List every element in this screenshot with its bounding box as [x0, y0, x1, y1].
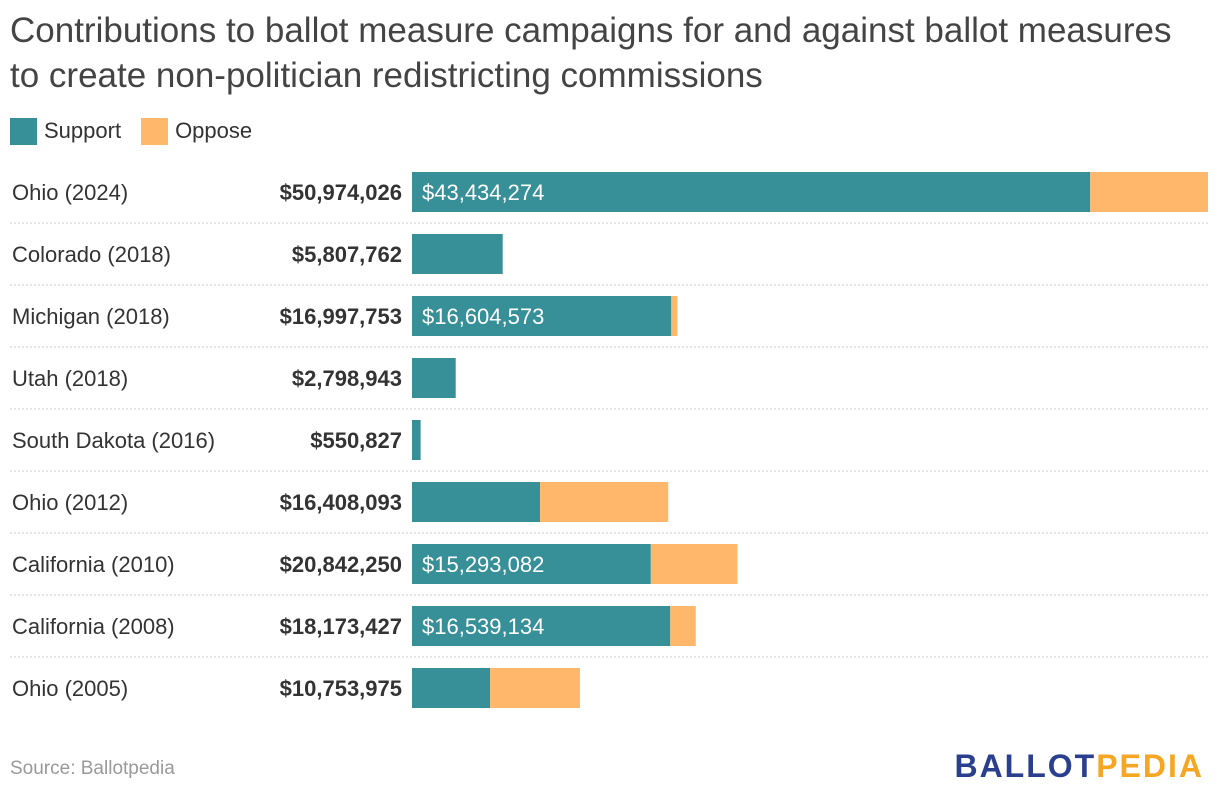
oppose-bar	[670, 606, 696, 646]
legend-swatch-oppose	[141, 117, 169, 145]
support-bar	[412, 296, 672, 336]
oppose-bar	[650, 544, 738, 584]
row-label: South Dakota (2016)	[12, 428, 215, 453]
legend-label-support: Support	[44, 118, 122, 143]
support-bar	[412, 358, 456, 398]
support-bar	[412, 420, 421, 460]
chart-title: Contributions to ballot measure campaign…	[10, 11, 1172, 95]
ballotpedia-logo: BALLOTPEDIA	[954, 748, 1204, 785]
row-label: Ohio (2024)	[12, 180, 128, 205]
legend-item-support: Support	[10, 117, 122, 145]
support-bar	[412, 482, 541, 522]
total-label: $10,753,975	[280, 676, 402, 701]
row-label: Michigan (2018)	[12, 304, 170, 329]
row-label: Colorado (2018)	[12, 242, 171, 267]
legend-swatch-support	[10, 117, 37, 145]
row-label: Ohio (2012)	[12, 490, 128, 515]
support-value-label: $15,293,082	[422, 552, 544, 577]
support-value-label: $16,539,134	[422, 614, 544, 639]
logo-part-2: PEDIA	[1096, 748, 1204, 784]
row-label: Ohio (2005)	[12, 676, 128, 701]
total-label: $50,974,026	[280, 180, 402, 205]
total-label: $16,997,753	[280, 304, 402, 329]
logo-part-1: BALLOT	[954, 748, 1097, 784]
chart-legend: Support Oppose	[10, 116, 272, 146]
row-label: California (2008)	[12, 614, 175, 639]
support-value-label: $16,604,573	[422, 304, 544, 329]
support-bar	[412, 606, 671, 646]
oppose-bar	[1090, 172, 1208, 212]
support-bar	[412, 668, 491, 708]
support-bar	[412, 544, 651, 584]
bar-chart: Ohio (2024) $50,974,026 $43,434,274 Colorad…	[10, 172, 1208, 708]
row-label: California (2010)	[12, 552, 175, 577]
support-bar	[412, 234, 503, 274]
legend-item-oppose: Oppose	[141, 117, 253, 145]
total-label: $2,798,943	[292, 366, 402, 391]
oppose-bar	[490, 668, 580, 708]
total-label: $16,408,093	[280, 490, 402, 515]
total-label: $18,173,427	[280, 614, 402, 639]
total-label: $20,842,250	[280, 552, 402, 577]
total-label: $5,807,762	[292, 242, 402, 267]
oppose-bar	[540, 482, 669, 522]
legend-label-oppose: Oppose	[175, 118, 253, 143]
support-value-label: $43,434,274	[422, 180, 544, 205]
source-note: Source: Ballotpedia	[10, 758, 175, 779]
total-label: $550,827	[310, 428, 402, 453]
oppose-bar	[671, 296, 678, 336]
row-label: Utah (2018)	[12, 366, 128, 391]
support-bar	[412, 172, 1091, 212]
